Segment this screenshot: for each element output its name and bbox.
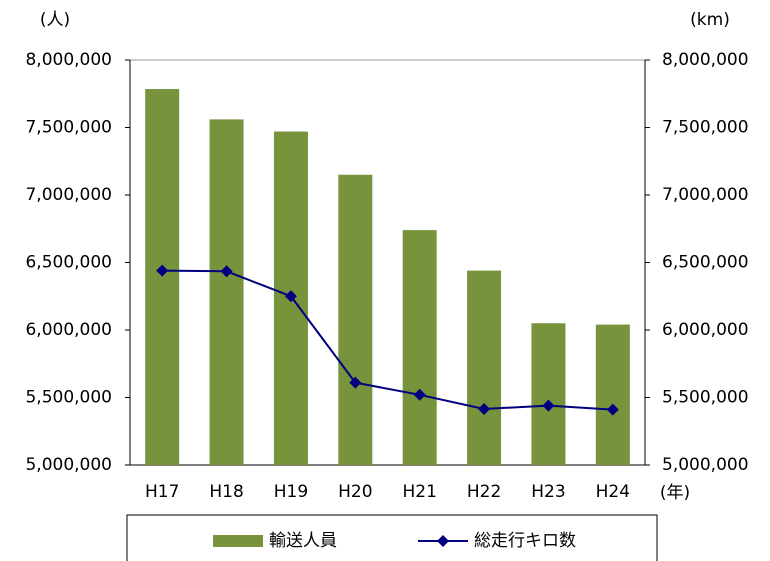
marker	[156, 264, 169, 277]
bar	[595, 324, 630, 465]
y-tick-label: 5,000,000	[25, 455, 112, 475]
y-tick-label: 8,000,000	[25, 50, 112, 70]
marker	[349, 376, 362, 389]
y-tick-label: 5,500,000	[25, 388, 112, 408]
marker	[220, 265, 233, 278]
marker	[284, 290, 297, 303]
bar	[467, 270, 502, 465]
legend-label: 総走行キロ数	[474, 531, 576, 551]
marker	[542, 399, 555, 412]
y2-tick-label: 5,500,000	[662, 388, 749, 408]
y-tick-label: 7,000,000	[25, 185, 112, 205]
bar	[402, 230, 437, 465]
marker	[413, 388, 426, 401]
bar	[338, 174, 373, 465]
y2-tick-label: 5,000,000	[662, 455, 749, 475]
x-tick-label: H22	[467, 482, 501, 502]
legend-swatch	[213, 535, 263, 547]
marker	[478, 402, 491, 415]
y-tick-label: 6,000,000	[25, 320, 112, 340]
y-tick-label: 6,500,000	[25, 253, 112, 273]
x-tick-label: H18	[209, 482, 243, 502]
legend-label: 輸送人員	[269, 531, 337, 551]
legend-marker	[437, 535, 449, 547]
y2-tick-label: 8,000,000	[662, 50, 749, 70]
y2-tick-label: 7,000,000	[662, 185, 749, 205]
line	[162, 269, 613, 411]
bar	[209, 119, 244, 466]
y2-axis-label: (km)	[690, 10, 730, 30]
legend-box	[126, 514, 658, 561]
x-tick-label: H17	[145, 482, 179, 502]
y-tick-label: 7,500,000	[25, 118, 112, 138]
marker	[606, 403, 619, 416]
y2-tick-label: 7,500,000	[662, 118, 749, 138]
y2-tick-label: 6,000,000	[662, 320, 749, 340]
x-axis-label: (年)	[660, 483, 690, 503]
x-tick-label: H20	[338, 482, 372, 502]
y2-tick-label: 6,500,000	[662, 253, 749, 273]
x-tick-label: H21	[402, 482, 436, 502]
bar	[145, 89, 180, 466]
x-tick-label: H24	[596, 482, 630, 502]
y-axis-label: (人)	[40, 10, 70, 30]
plot-frame	[129, 59, 646, 466]
x-tick-label: H19	[274, 482, 308, 502]
x-tick-label: H23	[531, 482, 565, 502]
bar	[531, 323, 566, 465]
